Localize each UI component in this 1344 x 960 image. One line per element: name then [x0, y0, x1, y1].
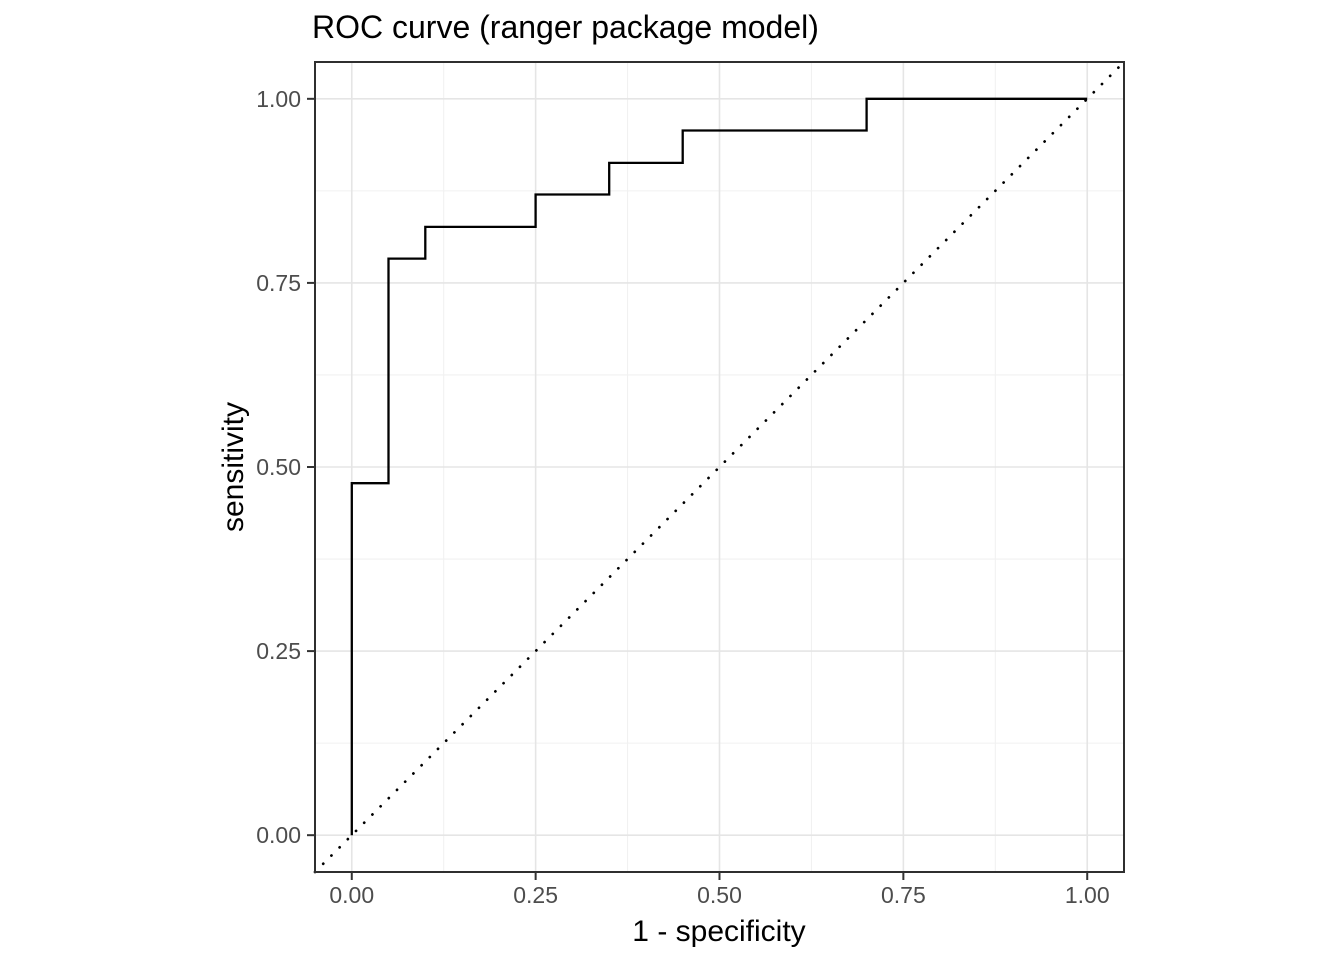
- y-tick-label: 0.25: [256, 638, 301, 664]
- y-axis-title: sensitivity: [217, 402, 250, 532]
- y-tick-label: 0.50: [256, 454, 301, 480]
- x-tick-label: 0.25: [513, 882, 558, 908]
- grid-lines: [315, 62, 1124, 872]
- y-tick-label: 0.75: [256, 270, 301, 296]
- x-axis-title: 1 - specificity: [632, 915, 805, 948]
- x-tick-label: 0.50: [697, 882, 742, 908]
- y-tick-label: 0.00: [256, 822, 301, 848]
- chart-series: [313, 60, 1126, 874]
- x-tick-label: 0.00: [329, 882, 374, 908]
- roc-curve-line: [350, 97, 1088, 836]
- x-tick-label: 1.00: [1065, 882, 1110, 908]
- x-tick-label: 0.75: [881, 882, 926, 908]
- axes: 0.00 0.25 0.50 0.75 1.00 0.00 0.25 0.50 0.75 1.00: [256, 86, 1109, 908]
- y-tick-label: 1.00: [256, 86, 301, 112]
- plot-title: ROC curve (ranger package model): [312, 9, 819, 45]
